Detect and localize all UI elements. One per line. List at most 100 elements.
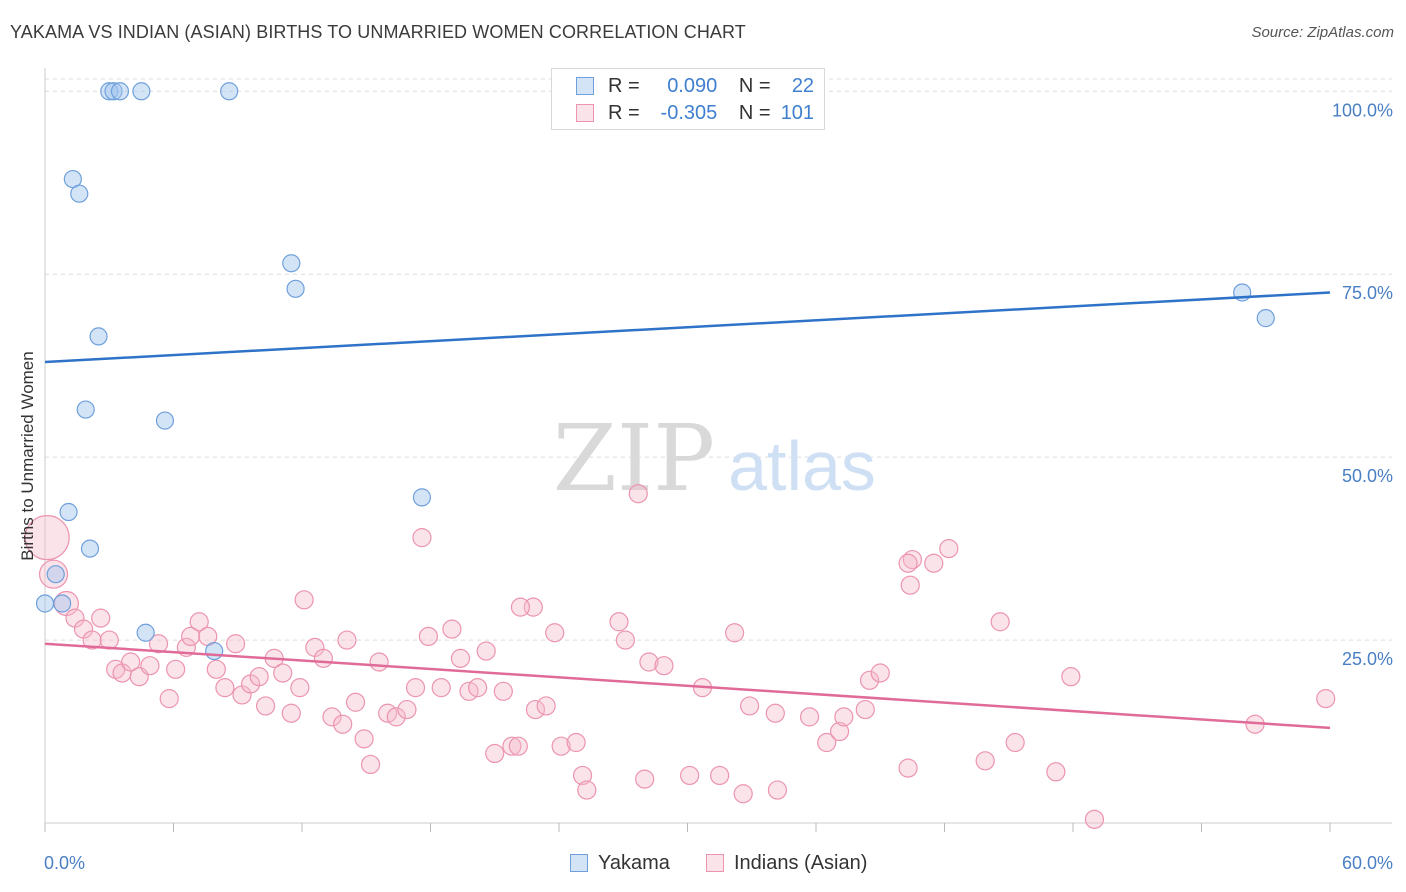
yakama-point — [70, 184, 89, 203]
indians-point — [360, 754, 381, 775]
indians-point — [166, 659, 186, 679]
indians-point — [551, 736, 571, 756]
r-value: -0.305 — [660, 102, 718, 124]
indians-point — [990, 612, 1010, 632]
yakama-point — [205, 641, 224, 661]
legend-row-indians: R = -0.305 N = 101 — [576, 102, 814, 126]
indians-point — [536, 696, 556, 716]
indians-point — [898, 758, 918, 778]
indians-point — [140, 656, 160, 676]
indians-point — [639, 652, 659, 672]
indians-swatch — [576, 104, 594, 122]
yakama-point — [46, 565, 65, 584]
indians-point — [121, 652, 141, 672]
watermark-zip: ZIP — [553, 405, 715, 512]
indians-point — [1005, 732, 1025, 753]
yakama-trend-line — [44, 291, 1331, 364]
yakama-point — [80, 539, 100, 558]
indians-point — [333, 714, 353, 734]
indians-point — [442, 619, 462, 639]
indians-point — [476, 641, 496, 661]
indians-point — [386, 707, 406, 727]
yakama-point — [89, 327, 108, 346]
indians-point — [290, 678, 310, 698]
indians-point — [817, 732, 837, 753]
bottom-legend-yakama: Yakama — [570, 852, 670, 875]
indians-point — [281, 703, 301, 723]
indians-point — [939, 539, 959, 559]
indians-point — [924, 553, 944, 573]
indians-point — [369, 652, 389, 672]
indians-point — [975, 751, 995, 771]
indians-point — [418, 626, 438, 647]
indians-point — [255, 696, 276, 716]
legend-row-yakama: R = 0.090 N = 22 — [576, 75, 814, 99]
indians-point — [91, 608, 111, 628]
yakama-point — [155, 411, 175, 430]
indians-point — [725, 623, 745, 643]
indians-point — [249, 667, 269, 687]
trend-lines — [44, 291, 1331, 730]
indians-point — [635, 769, 655, 789]
indians-swatch — [706, 854, 724, 872]
indians-point — [226, 634, 246, 654]
yakama-point — [132, 82, 151, 101]
indians-point — [159, 689, 179, 709]
indians-point — [431, 678, 451, 698]
grid — [45, 78, 1392, 641]
indians-point — [733, 784, 753, 804]
indians-point — [855, 699, 875, 720]
indians-point — [294, 590, 314, 610]
indians-point — [189, 612, 209, 632]
r-value: 0.090 — [667, 75, 718, 97]
indians-point — [834, 707, 854, 727]
yakama-point — [286, 279, 305, 298]
bottom-legend-indians: Indians (Asian) — [706, 852, 867, 875]
indians-point — [345, 692, 366, 712]
yakama-point — [282, 254, 301, 273]
data-points — [24, 82, 1336, 829]
yakama-point — [412, 488, 432, 507]
y-tick-label: 25.0% — [1342, 649, 1393, 669]
indians-point — [628, 484, 648, 504]
y-tick-label: 50.0% — [1342, 466, 1393, 486]
source-label: Source: ZipAtlas.com — [1251, 24, 1394, 41]
yakama-point — [220, 82, 239, 101]
y-axis-label: Births to Unmarried Women — [18, 351, 37, 560]
indians-point — [577, 780, 597, 800]
yakama-swatch — [576, 77, 594, 95]
watermark-atlas: atlas — [728, 427, 876, 505]
legend-label-yakama: Yakama — [598, 852, 670, 874]
indians-point — [859, 670, 880, 690]
yakama-point — [59, 502, 78, 522]
indians-point — [680, 765, 700, 786]
indians-point — [322, 707, 342, 727]
n-label: N = — [738, 75, 771, 97]
indians-point — [572, 765, 593, 786]
indians-point — [545, 623, 565, 643]
yakama-point — [136, 623, 155, 642]
legend-label-indians: Indians (Asian) — [734, 852, 868, 874]
indians-point — [566, 732, 586, 753]
indians-point — [829, 721, 850, 742]
r-label: R = — [608, 102, 640, 124]
indians-point — [273, 663, 293, 683]
yakama-point — [76, 400, 95, 419]
x-tick-label: 0.0% — [44, 853, 85, 873]
yakama-point — [110, 82, 130, 101]
indians-point — [354, 729, 374, 749]
axis-labels: 25.0% 50.0% 75.0% 100.0% 0.0% 60.0% Births to … — [18, 100, 1393, 873]
indians-point — [493, 681, 513, 701]
indians-point — [615, 630, 635, 650]
correlation-legend: R = 0.090 N = 22 R = -0.305 N = 101 — [551, 68, 825, 130]
indians-point — [397, 699, 417, 720]
indians-point — [82, 630, 102, 650]
r-label: R = — [608, 75, 640, 97]
indians-point — [799, 707, 820, 727]
indians-point — [1046, 762, 1066, 782]
y-tick-label: 75.0% — [1342, 283, 1393, 303]
indians-point — [767, 780, 788, 800]
indians-point — [525, 699, 546, 720]
indians-point — [1084, 809, 1105, 829]
